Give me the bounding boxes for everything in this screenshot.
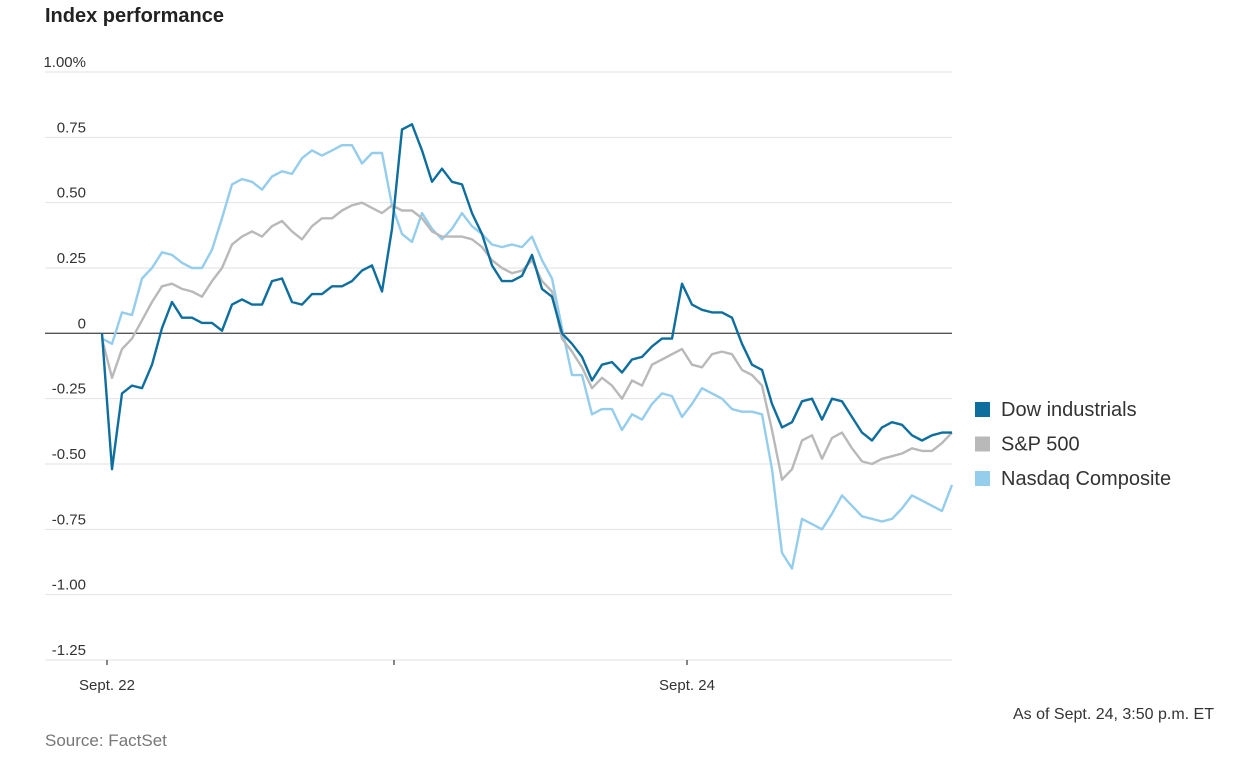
legend-swatch — [975, 471, 990, 486]
x-tick-label: Sept. 22 — [79, 677, 135, 694]
y-tick-label: -0.50 — [52, 446, 86, 463]
y-tick-label: 0.25 — [57, 250, 86, 267]
y-tick-label: 0.75 — [57, 119, 86, 136]
y-tick-label: -1.00 — [52, 577, 86, 594]
y-tick-label: 1.00% — [43, 54, 86, 71]
y-tick-label: 0.50 — [57, 185, 86, 202]
y-tick-label: -0.75 — [52, 511, 86, 528]
source: Source: FactSet — [45, 731, 167, 750]
legend-label: Nasdaq Composite — [1001, 468, 1171, 490]
series-line — [100, 123, 952, 471]
legend-label: S&P 500 — [1001, 434, 1080, 456]
series-line — [101, 144, 954, 570]
x-tick-label: Sept. 24 — [659, 677, 715, 694]
legend-swatch — [975, 436, 990, 452]
y-tick-label: 0 — [78, 315, 86, 332]
y-tick-label: -0.25 — [52, 381, 86, 398]
legend-label: Dow industrials — [1001, 399, 1137, 421]
note: As of Sept. 24, 3:50 p.m. ET — [1013, 706, 1214, 723]
series-line — [100, 201, 953, 481]
chart-title: Index performance — [45, 5, 224, 27]
legend-swatch — [975, 402, 990, 417]
y-tick-label: -1.25 — [52, 642, 86, 659]
